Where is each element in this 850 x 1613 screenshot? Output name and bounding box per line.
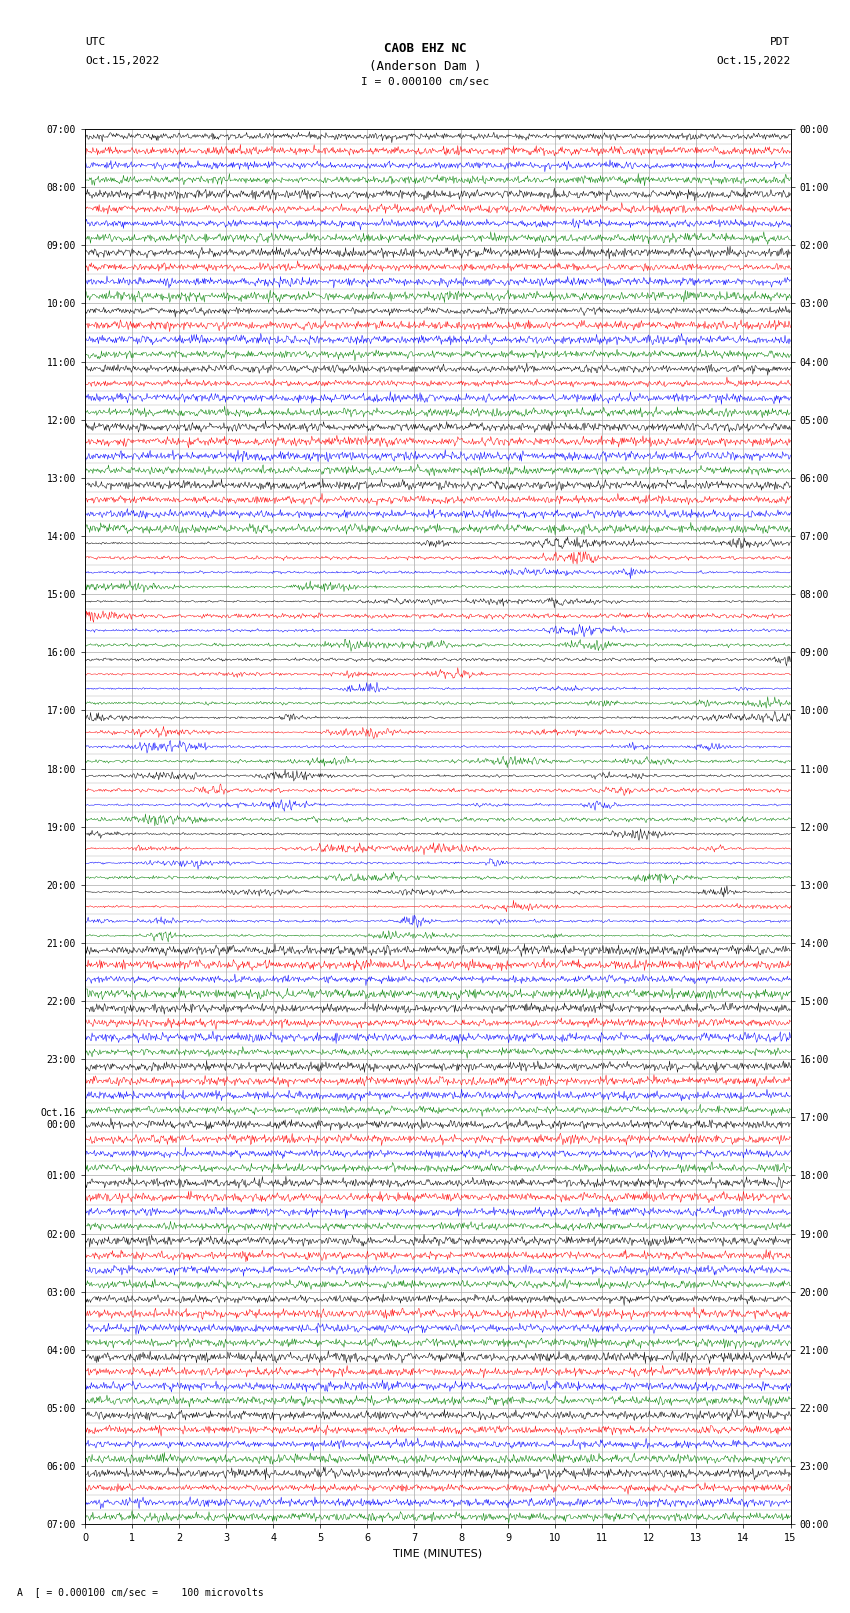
- Text: I = 0.000100 cm/sec: I = 0.000100 cm/sec: [361, 77, 489, 87]
- Text: A  [ = 0.000100 cm/sec =    100 microvolts: A [ = 0.000100 cm/sec = 100 microvolts: [17, 1587, 264, 1597]
- Text: UTC: UTC: [85, 37, 105, 47]
- Text: (Anderson Dam ): (Anderson Dam ): [369, 60, 481, 73]
- Text: CAOB EHZ NC: CAOB EHZ NC: [383, 42, 467, 55]
- X-axis label: TIME (MINUTES): TIME (MINUTES): [394, 1548, 482, 1558]
- Text: Oct.15,2022: Oct.15,2022: [85, 56, 159, 66]
- Text: PDT: PDT: [770, 37, 790, 47]
- Text: Oct.15,2022: Oct.15,2022: [717, 56, 790, 66]
